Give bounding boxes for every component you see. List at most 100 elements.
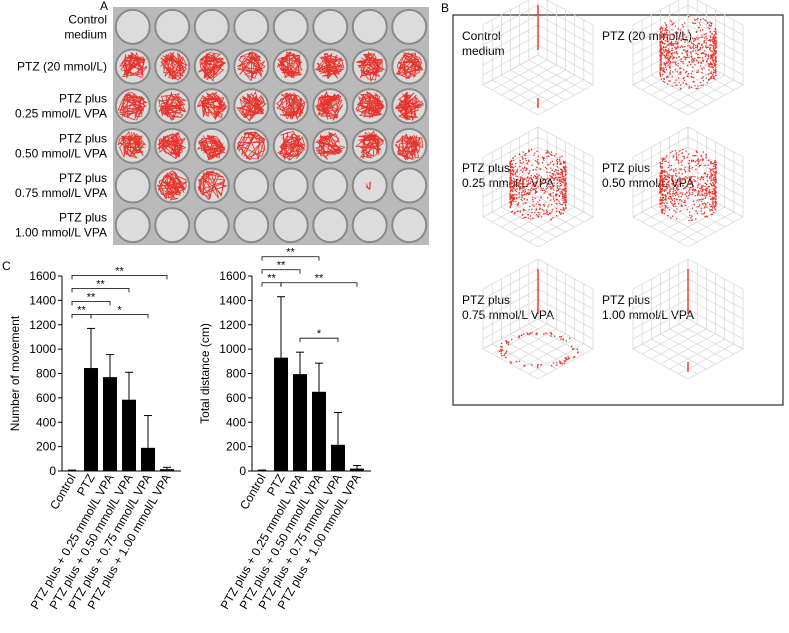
point — [700, 155, 703, 158]
point — [695, 30, 698, 33]
point — [714, 36, 717, 38]
point — [673, 22, 675, 24]
point — [713, 183, 715, 186]
point — [542, 159, 545, 161]
point — [522, 210, 524, 212]
plot-title: 0.25 mmol/L VPA — [462, 176, 554, 190]
point — [512, 198, 514, 200]
point — [714, 190, 717, 192]
point — [702, 176, 705, 179]
point — [533, 205, 535, 208]
point — [704, 39, 706, 42]
point — [691, 160, 693, 163]
point — [514, 185, 517, 187]
point — [669, 187, 672, 189]
point — [553, 155, 556, 157]
point — [563, 170, 565, 172]
point — [692, 46, 694, 48]
point — [670, 41, 673, 44]
point — [665, 50, 667, 52]
point — [713, 161, 716, 163]
point — [711, 196, 714, 198]
point — [553, 184, 555, 187]
y-tick-label: 600 — [226, 391, 246, 405]
point — [545, 168, 548, 170]
point — [519, 210, 521, 212]
point — [671, 178, 674, 180]
point — [698, 56, 700, 59]
point — [660, 64, 663, 67]
y-tick-label: 200 — [36, 440, 56, 454]
point — [507, 341, 510, 343]
point — [664, 66, 667, 68]
point — [564, 187, 566, 189]
point — [691, 61, 693, 63]
point — [549, 171, 551, 174]
point — [709, 176, 711, 178]
point — [689, 188, 691, 191]
point — [706, 194, 708, 196]
point — [554, 169, 557, 171]
point — [522, 178, 524, 180]
point — [559, 180, 561, 182]
point — [565, 206, 567, 209]
point — [565, 199, 567, 201]
point — [663, 202, 665, 204]
trace — [196, 91, 228, 121]
point — [684, 193, 686, 195]
point — [532, 201, 534, 203]
point — [675, 211, 677, 213]
point — [659, 73, 661, 75]
point — [661, 180, 663, 182]
point — [696, 36, 698, 39]
point — [670, 168, 672, 170]
point — [550, 187, 552, 190]
points-3d — [687, 269, 689, 372]
point — [705, 157, 707, 159]
point — [677, 162, 680, 164]
trace — [156, 170, 188, 201]
point — [659, 41, 662, 43]
point — [702, 158, 704, 161]
point — [710, 173, 712, 176]
point — [523, 177, 525, 179]
point — [692, 175, 694, 178]
point — [661, 162, 664, 165]
point — [537, 5, 539, 50]
point — [664, 176, 667, 178]
point — [500, 349, 503, 351]
point — [660, 209, 663, 211]
row-label: Control — [68, 12, 107, 26]
point — [712, 48, 715, 50]
point — [680, 58, 682, 60]
point — [690, 53, 692, 55]
point — [662, 181, 664, 183]
point — [707, 56, 710, 58]
point — [526, 163, 528, 165]
point — [712, 203, 715, 205]
point — [711, 173, 714, 176]
point — [702, 151, 704, 153]
point — [663, 64, 665, 66]
point — [669, 193, 671, 195]
point — [659, 191, 661, 194]
point — [692, 80, 694, 83]
point — [532, 184, 534, 186]
point — [532, 169, 535, 171]
point — [663, 189, 665, 192]
point — [693, 43, 695, 46]
point — [667, 61, 669, 63]
point — [523, 187, 525, 189]
point — [684, 179, 686, 182]
point — [701, 189, 704, 191]
point — [713, 72, 715, 74]
point — [562, 166, 564, 168]
point — [559, 156, 561, 158]
trace — [275, 92, 306, 121]
point — [532, 196, 534, 199]
point — [692, 38, 694, 40]
point — [692, 189, 694, 192]
point — [545, 178, 548, 180]
point — [675, 217, 678, 220]
